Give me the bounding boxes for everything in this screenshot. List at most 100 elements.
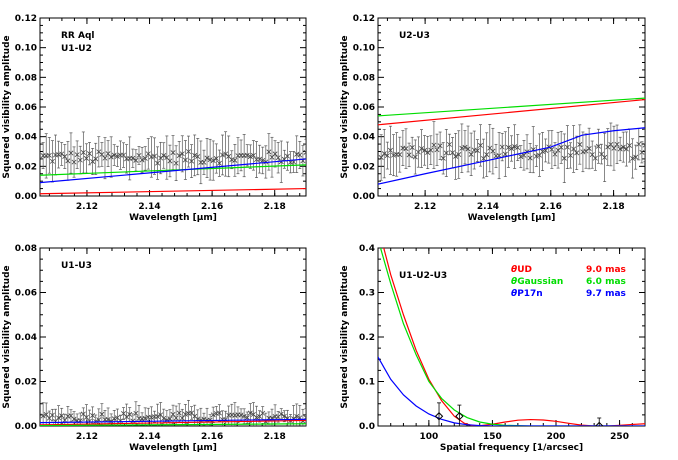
data-point xyxy=(484,152,490,158)
x-axis-label: Spatial frequency [1/arcsec] xyxy=(440,443,583,453)
data-point xyxy=(443,150,449,156)
x-tick-label: 2.12 xyxy=(414,202,436,212)
data-point xyxy=(422,147,428,153)
y-tick-label: 0.06 xyxy=(15,103,37,113)
data-point xyxy=(630,155,636,161)
data-point xyxy=(49,158,55,164)
legend-label: θGaussian xyxy=(511,277,563,287)
series-line-p17n xyxy=(40,158,306,184)
data-point xyxy=(406,152,412,158)
data-point xyxy=(167,416,173,422)
x-axis-label: Wavelength [μm] xyxy=(129,213,217,223)
data-point xyxy=(617,146,623,152)
legend-value: 9.0 mas xyxy=(586,265,626,275)
data-point xyxy=(574,150,580,156)
data-point xyxy=(425,149,431,155)
data-point xyxy=(580,149,586,155)
data-point xyxy=(608,141,614,147)
y-axis-label: Squared visibility amplitude xyxy=(340,35,350,178)
data-point xyxy=(124,414,130,420)
data-point xyxy=(533,153,539,159)
data-point xyxy=(568,152,573,158)
data-point xyxy=(223,151,229,157)
x-tick-label: 2.18 xyxy=(264,202,286,212)
data-point xyxy=(260,157,266,163)
data-point xyxy=(409,145,415,150)
y-tick-label: 0.04 xyxy=(15,333,37,343)
y-tick-label: 0.2 xyxy=(359,333,375,343)
data-point xyxy=(176,153,182,159)
data-point xyxy=(281,413,287,419)
panel-u2-u3: 0.00 0.02 0.04 0.06 0.08 0.10 0.12 2.12 2.14 2.16… xyxy=(340,14,646,223)
data-point xyxy=(213,156,219,161)
data-point xyxy=(155,414,161,420)
y-tick-label: 0.10 xyxy=(15,44,37,54)
data-point xyxy=(642,142,645,148)
data-point xyxy=(164,417,170,423)
data-point xyxy=(446,141,452,147)
data-point xyxy=(434,147,440,153)
x-axis-label: Wavelength [μm] xyxy=(129,443,217,453)
data-point xyxy=(297,152,303,158)
y-tick-label: 0.06 xyxy=(353,103,375,113)
data-point xyxy=(93,156,99,162)
y-tick-label: 0.02 xyxy=(15,162,37,172)
data-point xyxy=(611,145,617,151)
panel-annotation: U1-U2 xyxy=(61,44,92,54)
data-point xyxy=(502,151,508,157)
data-point xyxy=(111,152,117,158)
y-tick-label: 0.06 xyxy=(15,289,37,299)
y-tick-label: 0.04 xyxy=(15,133,37,143)
data-point xyxy=(387,147,393,153)
y-tick-label: 0.00 xyxy=(15,192,37,202)
data-point xyxy=(384,153,390,159)
data-point xyxy=(266,149,272,155)
data-point xyxy=(561,155,567,161)
data-point xyxy=(40,413,46,419)
data-point xyxy=(59,413,65,419)
data-point xyxy=(74,152,80,158)
y-tick-label: 0.4 xyxy=(359,244,375,254)
data-point xyxy=(133,157,139,163)
x-tick-label: 100 xyxy=(419,432,438,442)
data-point xyxy=(515,145,521,151)
data-point xyxy=(83,414,89,420)
data-point xyxy=(121,152,127,158)
data-point xyxy=(80,149,86,155)
data-point xyxy=(571,146,577,152)
data-point xyxy=(247,154,253,160)
theta-symbol: θ xyxy=(511,289,517,299)
data-point xyxy=(294,151,300,157)
data-point xyxy=(56,415,62,421)
panel-u1-u2-u3: 0.0 0.1 0.2 0.3 0.4 100 150 200 250 Spatial frequ… xyxy=(340,244,646,453)
data-point xyxy=(173,160,179,166)
data-point xyxy=(105,417,111,422)
data-point xyxy=(155,160,161,166)
data-point xyxy=(633,154,639,160)
legend-label: θUD xyxy=(511,265,532,275)
data-point xyxy=(136,152,142,158)
x-tick-label: 2.14 xyxy=(138,202,160,212)
panel-annotation: RR Aql xyxy=(61,31,95,41)
data-point xyxy=(381,151,387,157)
data-point xyxy=(142,155,148,161)
x-tick-label: 2.18 xyxy=(264,432,286,442)
data-point xyxy=(179,151,185,157)
data-point xyxy=(111,416,117,422)
data-point xyxy=(114,153,120,159)
data-point xyxy=(170,150,176,156)
x-tick-label: 2.18 xyxy=(602,202,624,212)
data-point xyxy=(247,410,253,416)
y-tick-label: 0.08 xyxy=(15,244,37,254)
data-point xyxy=(564,144,570,150)
x-tick-label: 150 xyxy=(483,432,502,442)
data-point xyxy=(412,154,418,160)
series-line-ud xyxy=(383,248,645,426)
data-point xyxy=(437,143,443,149)
data-point xyxy=(161,153,167,158)
data-point xyxy=(284,153,290,159)
data-point xyxy=(127,411,133,417)
data-point xyxy=(68,150,74,156)
theta-symbol: θ xyxy=(511,265,517,275)
